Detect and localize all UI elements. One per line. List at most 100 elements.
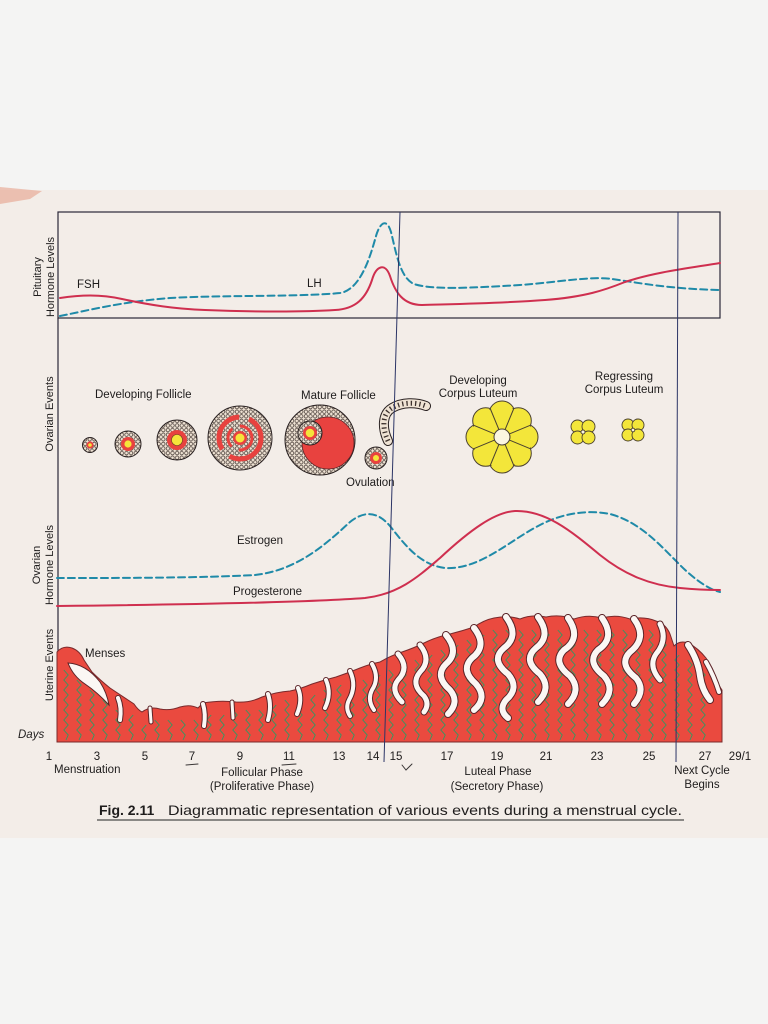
lh-curve <box>59 222 721 317</box>
day-tick: 1 <box>46 751 52 763</box>
cycle-end-marker-line <box>675 211 679 763</box>
day-tick: 21 <box>540 751 553 763</box>
next-cycle-sublabel: Begins <box>684 779 719 791</box>
spiral-artery <box>154 719 160 741</box>
day-tick: 13 <box>333 751 346 763</box>
day-tick: 27 <box>699 751 712 763</box>
regressing-corpus-luteum-label-line2: Corpus Luteum <box>585 384 664 396</box>
menses-shedding <box>67 662 110 707</box>
menstruation-label: Menstruation <box>54 764 120 776</box>
spiral-artery <box>219 714 225 741</box>
panel-label-pituitary-line2: Hormone Levels <box>45 236 57 317</box>
panel-label-ovarian-hormones-line2: Hormone Levels <box>44 524 56 605</box>
gland <box>463 625 485 713</box>
gland <box>201 702 207 728</box>
spiral-artery <box>284 699 290 741</box>
developing-corpus-luteum <box>465 400 539 474</box>
panel-label-ovarian-hormones-line1: Ovarian <box>31 546 43 585</box>
graafian-follicle <box>284 404 356 476</box>
day-tick: 9 <box>237 751 243 763</box>
lh-label: LH <box>307 278 322 290</box>
spiral-artery <box>232 709 238 741</box>
spiral-artery <box>76 679 82 741</box>
ovulation-label: Ovulation <box>346 477 395 489</box>
spiral-artery <box>687 659 693 741</box>
next-cycle-label: Next Cycle <box>674 765 730 777</box>
estrogen-curve <box>56 511 721 593</box>
tertiary-follicle <box>207 405 273 471</box>
luteal-phase-label: Luteal Phase <box>464 766 531 778</box>
luteal-phase-sublabel: (Secretory Phase) <box>451 781 544 793</box>
uterine-glands <box>115 613 722 729</box>
progesterone-label: Progesterone <box>233 586 302 598</box>
pen-mark <box>185 763 199 766</box>
gland <box>266 692 272 722</box>
ovulation-marker-line <box>383 211 401 763</box>
spiral-artery <box>245 709 251 741</box>
spiral-artery <box>63 669 69 741</box>
spiral-artery <box>167 719 173 741</box>
panel-label-uterine-events: Uterine Events <box>44 628 56 701</box>
day-tick: 14 <box>367 751 380 763</box>
spiral-artery <box>648 629 654 741</box>
figure-number: Fig. 2.11 <box>99 802 154 818</box>
day-tick: 7 <box>189 751 195 763</box>
spiral-artery <box>388 669 394 741</box>
spiral-artery <box>492 629 498 741</box>
gland <box>527 614 549 705</box>
gland <box>148 706 153 724</box>
fsh-label: FSH <box>77 279 100 291</box>
spiral-artery <box>622 629 628 741</box>
gland <box>622 616 644 707</box>
day-tick: 23 <box>591 751 604 763</box>
gland <box>367 662 378 712</box>
menses-label: Menses <box>85 648 126 660</box>
spiral-artery <box>193 719 199 741</box>
mature-follicle-label: Mature Follicle <box>301 390 376 402</box>
day-tick: 3 <box>94 751 100 763</box>
fsh-curve <box>59 262 721 313</box>
regressing-corpus-luteum-label-line1: Regressing <box>595 371 653 383</box>
developing-corpus-luteum-label-line1: Developing <box>449 375 507 387</box>
secondary-follicle <box>114 430 142 458</box>
gland <box>437 632 458 717</box>
day-tick: 19 <box>491 751 504 763</box>
day-tick: 11 <box>283 751 295 763</box>
regressing-corpus-luteum-late <box>621 418 645 442</box>
spiral-artery <box>258 709 264 741</box>
day-tick: 25 <box>643 751 656 763</box>
gland <box>230 700 235 720</box>
estrogen-label: Estrogen <box>237 535 283 547</box>
growing-follicle <box>156 419 198 461</box>
days-label: Days <box>18 729 44 741</box>
developing-follicle-label: Developing Follicle <box>95 389 192 401</box>
spiral-artery <box>89 689 95 741</box>
spiral-artery <box>427 654 433 741</box>
gland <box>323 678 331 710</box>
released-ovum <box>364 446 388 470</box>
follicular-phase-sublabel: (Proliferative Phase) <box>210 781 314 793</box>
gland <box>685 642 713 703</box>
gland <box>392 651 407 705</box>
spiral-artery <box>583 629 589 741</box>
regressing-corpus-luteum-early <box>570 419 596 445</box>
gland <box>495 614 517 721</box>
spiral-artery <box>518 629 524 741</box>
panel-label-ovarian-events: Ovarian Events <box>44 376 56 452</box>
developing-corpus-luteum-label-line2: Corpus Luteum <box>439 388 518 400</box>
spiral-artery <box>102 699 108 741</box>
spiral-artery <box>661 639 667 741</box>
spiral-artery <box>557 629 563 741</box>
gland <box>116 696 123 722</box>
spiral-artery <box>310 694 316 741</box>
gland <box>590 615 613 707</box>
spiral-artery <box>362 679 368 741</box>
pituitary-panel-frame <box>57 211 721 319</box>
pen-mark <box>281 763 297 766</box>
ruptured-follicle-wall <box>378 398 431 446</box>
gland <box>295 686 303 716</box>
gland <box>650 621 666 683</box>
gland <box>345 669 356 718</box>
day-tick: 5 <box>142 751 148 763</box>
